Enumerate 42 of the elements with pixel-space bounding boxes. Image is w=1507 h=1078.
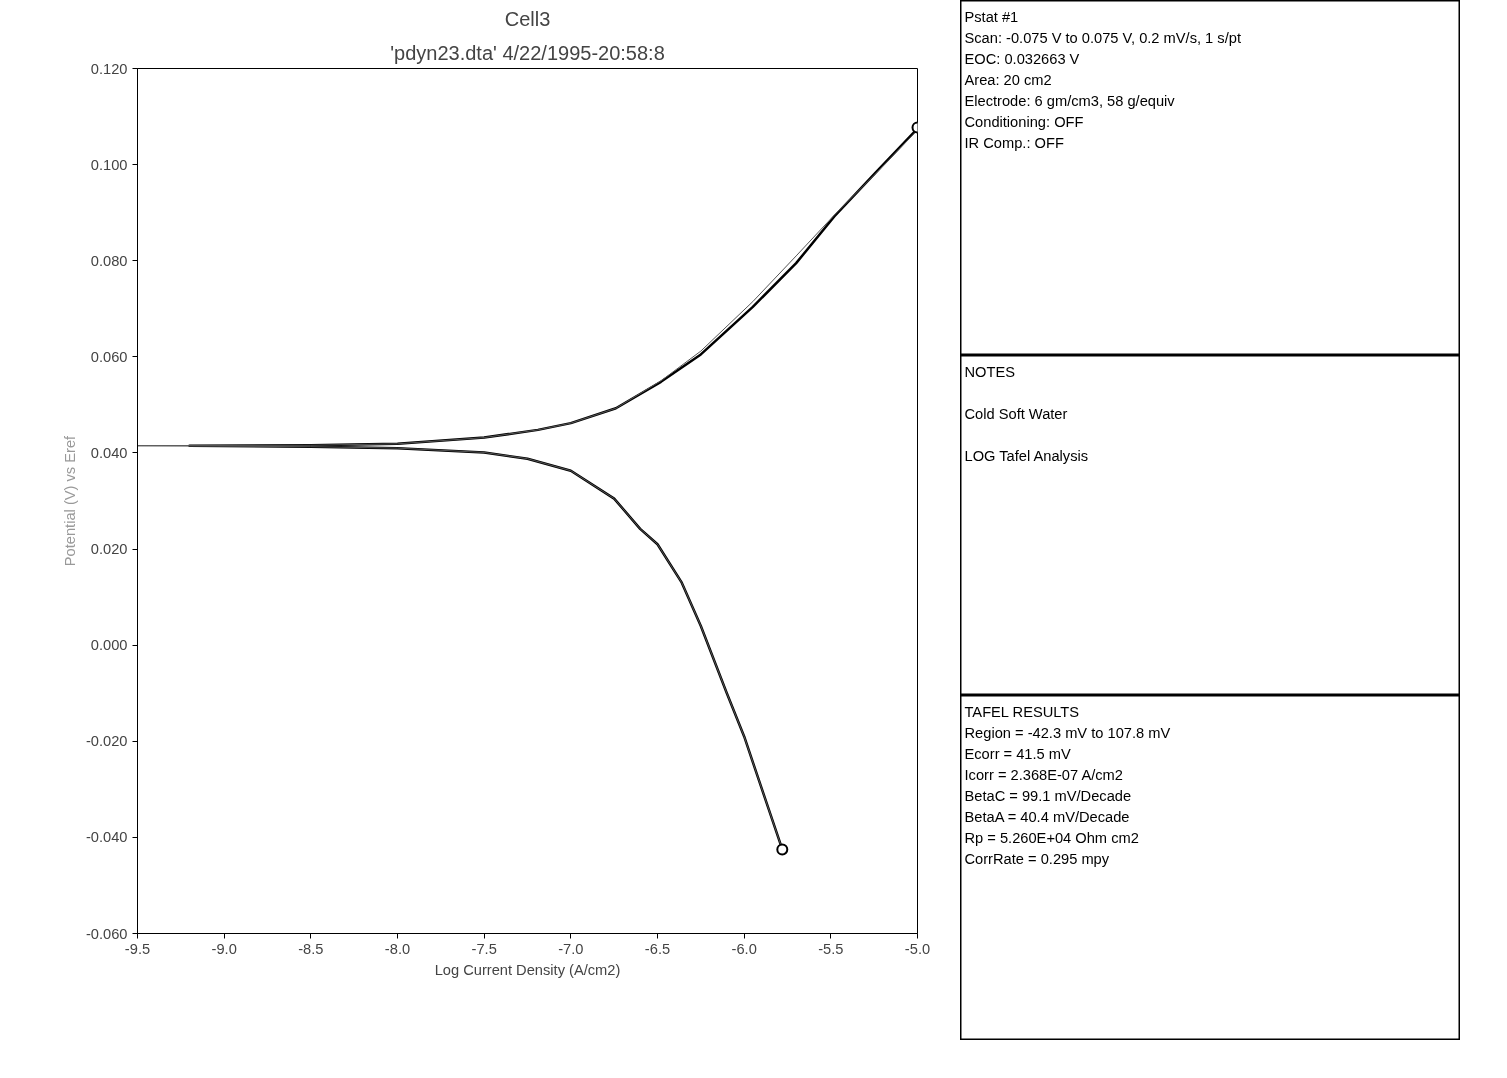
text: Ecorr = 41.5 mV <box>964 745 1072 762</box>
y-tick-label: 0.080 <box>90 252 128 269</box>
text: Rp = 5.260E+04 Ohm cm2 <box>964 829 1139 846</box>
text: BetaC = 99.1 mV/Decade <box>964 787 1132 804</box>
y-tick-label: -0.060 <box>85 925 128 942</box>
y-tick-label: -0.040 <box>85 829 128 846</box>
y-tick-label: 0.120 <box>90 60 128 77</box>
y-axis-title: Potential (V) vs Eref <box>61 434 78 567</box>
y-tick-label: 0.040 <box>90 444 128 461</box>
x-tick-label: -7.5 <box>471 940 497 957</box>
text: CorrRate = 0.295 mpy <box>964 850 1110 867</box>
text: LOG Tafel Analysis <box>964 447 1089 464</box>
x-tick-label: -8.5 <box>298 940 324 957</box>
x-tick-label: -9.0 <box>211 940 237 957</box>
text: Conditioning: OFF <box>964 113 1084 130</box>
x-tick-label: -5.5 <box>818 940 844 957</box>
text: TAFEL RESULTS <box>964 703 1080 720</box>
text: Cold Soft Water <box>964 405 1068 422</box>
x-tick-label: -9.5 <box>124 940 151 957</box>
text: Electrode: 6 gm/cm3, 58 g/equiv <box>964 92 1176 109</box>
x-tick-label: -6.0 <box>731 940 757 957</box>
chart-subtitle: 'pdyn23.dta' 4/22/1995-20:58:8 <box>390 41 665 64</box>
y-tick-label: -0.020 <box>85 733 128 750</box>
text: Region = -42.3 mV to 107.8 mV <box>964 724 1171 741</box>
y-tick-label: 0.020 <box>90 541 128 558</box>
text: Icorr = 2.368E-07 A/cm2 <box>964 766 1123 783</box>
text: Area: 20 cm2 <box>964 71 1052 88</box>
x-tick-label: -8.0 <box>384 940 411 957</box>
y-tick-label: 0.000 <box>90 637 128 654</box>
chart-title: Cell3 <box>504 7 551 30</box>
text: EOC: 0.032663 V <box>964 50 1080 67</box>
text: Scan: -0.075 V to 0.075 V, 0.2 mV/s, 1 s/pt <box>964 29 1241 46</box>
text: NOTES <box>964 363 1016 380</box>
y-tick-label: 0.060 <box>90 348 128 365</box>
x-axis-title: Log Current Density (A/cm2) <box>434 961 621 978</box>
x-tick-label: -5.0 <box>904 940 931 957</box>
text: Pstat #1 <box>964 8 1019 25</box>
x-tick-label: -7.0 <box>558 940 584 957</box>
x-tick-label: -6.5 <box>644 940 671 957</box>
text: IR Comp.: OFF <box>964 134 1064 151</box>
text: BetaA = 40.4 mV/Decade <box>964 808 1130 825</box>
y-tick-label: 0.100 <box>90 156 128 173</box>
